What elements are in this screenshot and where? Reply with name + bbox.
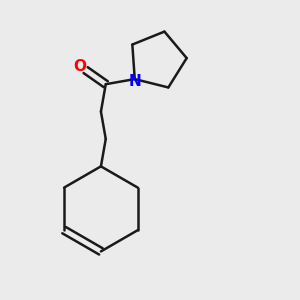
Text: N: N: [128, 74, 141, 89]
Text: O: O: [73, 59, 86, 74]
